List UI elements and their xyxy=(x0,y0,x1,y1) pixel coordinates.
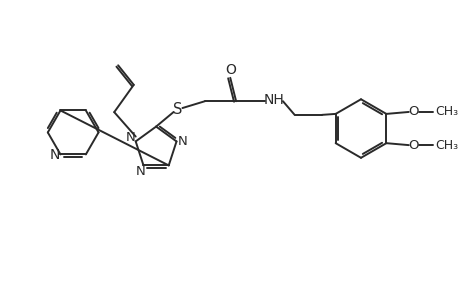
Text: CH₃: CH₃ xyxy=(434,139,457,152)
Text: O: O xyxy=(408,139,418,152)
Text: N: N xyxy=(135,165,145,178)
Text: S: S xyxy=(173,101,182,116)
Text: O: O xyxy=(408,105,418,119)
Text: NH: NH xyxy=(263,93,284,107)
Text: N: N xyxy=(177,135,187,148)
Text: CH₃: CH₃ xyxy=(434,105,457,119)
Text: N: N xyxy=(50,148,60,162)
Text: O: O xyxy=(224,63,235,77)
Text: N: N xyxy=(126,131,135,144)
